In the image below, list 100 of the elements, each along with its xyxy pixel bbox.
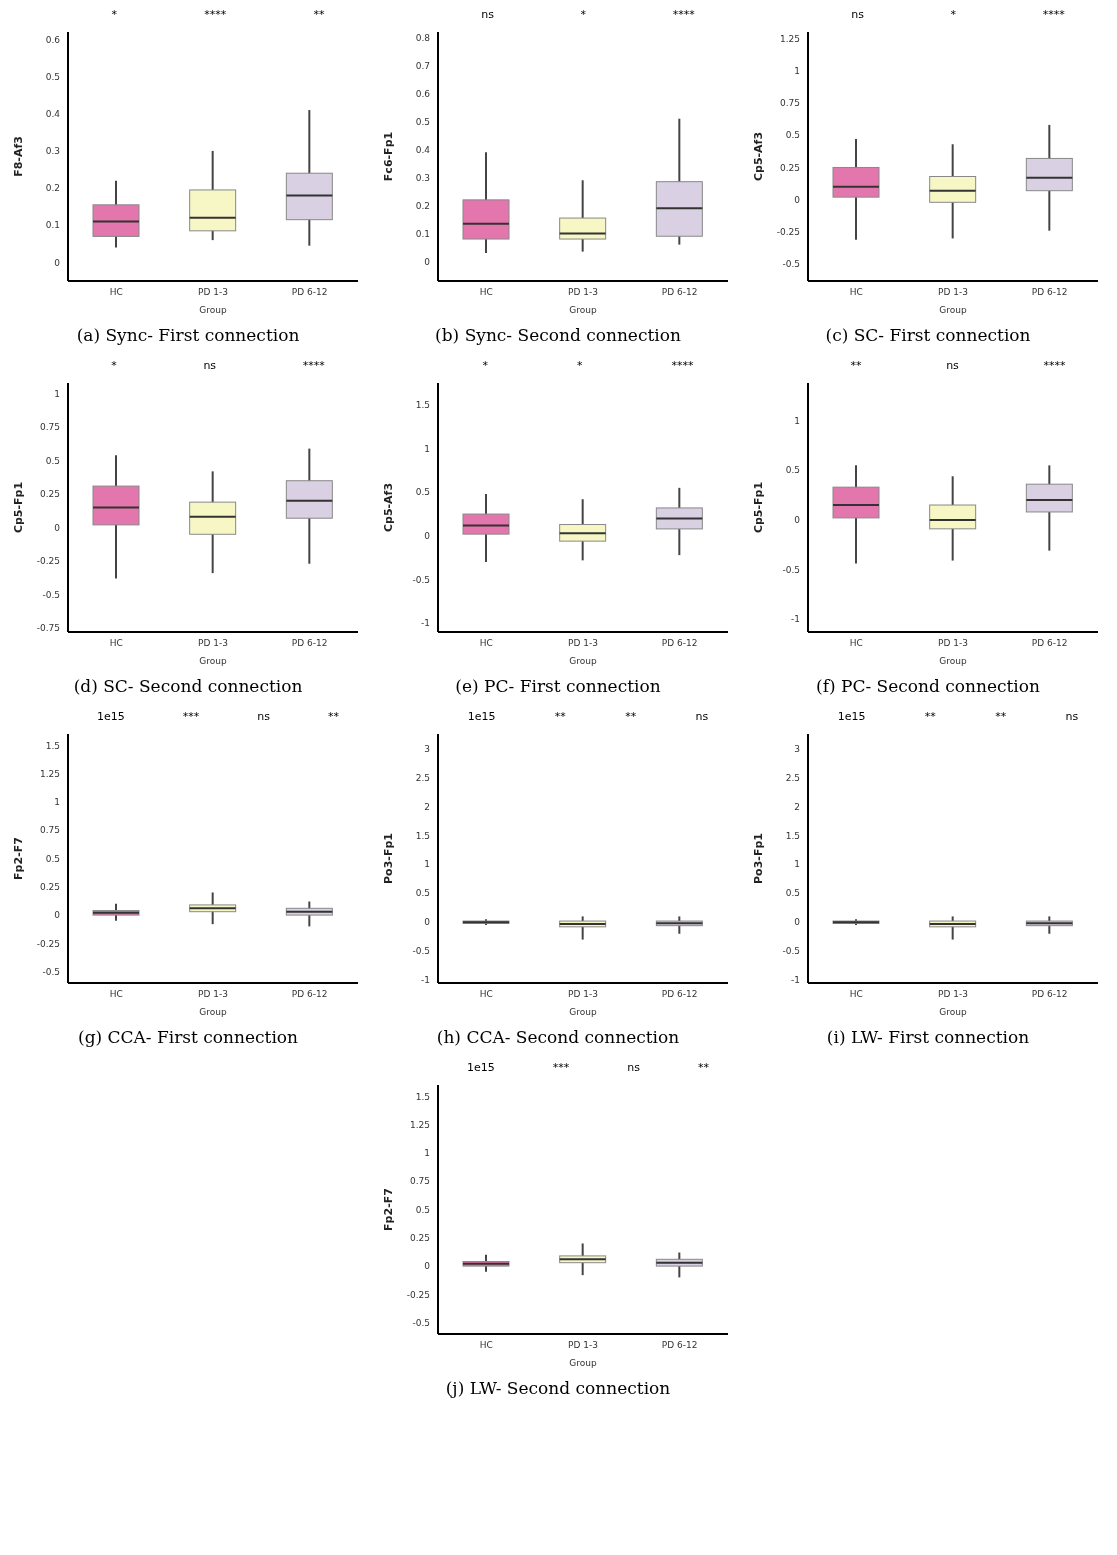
x-tick-label: PD 1-3 <box>938 287 968 298</box>
text: ** <box>697 1061 709 1076</box>
x-tick-label: HC <box>849 287 863 298</box>
text: (f) PC- Second connection <box>815 676 1041 696</box>
y-axis-title: Cp5-Af3 <box>751 131 765 182</box>
x-tick-label: PD 6-12 <box>1031 989 1068 1000</box>
text: (i) LW- First connection <box>825 1027 1031 1047</box>
text: (a) Sync- First connection <box>75 325 301 345</box>
y-tick-label: -0.25 <box>406 1289 430 1300</box>
text: **** <box>1042 8 1065 23</box>
x-tick-label: HC <box>849 989 863 1000</box>
y-tick-label: 0 <box>424 1261 431 1272</box>
text: 1e15 <box>97 710 125 725</box>
text: ** <box>924 710 936 725</box>
y-tick-label: 0.5 <box>785 465 800 476</box>
y-tick-label: 0.1 <box>45 220 60 231</box>
x-tick-label: PD 6-12 <box>661 1340 698 1351</box>
y-tick-label: 0.4 <box>415 144 431 155</box>
y-tick-label: -0.25 <box>776 227 800 238</box>
x-tick-label: PD 6-12 <box>661 287 698 298</box>
y-tick-label: 1.5 <box>415 830 430 841</box>
y-tick-label: 0 <box>794 194 801 205</box>
x-tick-label: PD 1-3 <box>568 1340 598 1351</box>
text: (g) CCA- First connection <box>77 1027 299 1047</box>
y-tick-label: -0.75 <box>36 623 60 634</box>
y-tick-label: -1 <box>791 975 800 986</box>
y-tick-label: 0 <box>54 522 61 533</box>
x-tick-label: PD 1-3 <box>568 287 598 298</box>
y-tick-label: 0.75 <box>409 1176 430 1187</box>
y-tick-label: 1.5 <box>415 400 430 411</box>
y-tick-label: -0.5 <box>782 946 800 957</box>
x-tick-label: PD 6-12 <box>291 287 328 298</box>
text: (c) SC- First connection <box>824 325 1032 345</box>
text: * <box>950 8 957 23</box>
y-tick-label: 0.5 <box>415 487 430 498</box>
text: * <box>482 359 488 374</box>
y-tick-label: -1 <box>421 618 430 629</box>
y-tick-label: 0 <box>424 531 431 542</box>
x-axis-title: Group <box>199 1007 227 1017</box>
x-tick-label: PD 1-3 <box>198 638 228 649</box>
text: **** <box>1043 359 1066 374</box>
x-tick-label: HC <box>109 638 123 649</box>
y-tick-label: 0.5 <box>45 455 60 466</box>
text: (e) PC- First connection <box>454 676 662 696</box>
y-tick-label: 3 <box>424 743 430 754</box>
y-tick-label: -0.5 <box>412 946 430 957</box>
x-axis-title: Group <box>939 656 967 666</box>
x-tick-label: PD 6-12 <box>1031 638 1068 649</box>
y-tick-label: 1 <box>794 859 800 870</box>
x-tick-label: HC <box>479 287 493 298</box>
y-tick-label: 2 <box>794 801 800 812</box>
y-axis-title: Fp2-F7 <box>11 837 25 880</box>
x-tick-label: HC <box>109 989 123 1000</box>
y-tick-label: 0.5 <box>45 853 60 864</box>
text: ns <box>946 359 959 374</box>
text: **** <box>302 359 325 374</box>
y-tick-label: 0.25 <box>409 1232 430 1243</box>
y-tick-label: 1.5 <box>785 830 800 841</box>
y-tick-label: 2.5 <box>785 772 800 783</box>
x-tick-label: PD 1-3 <box>198 287 228 298</box>
y-axis-title: Cp5-Af3 <box>381 482 395 533</box>
x-tick-label: PD 1-3 <box>198 989 228 1000</box>
x-axis-title: Group <box>569 1358 597 1368</box>
y-tick-label: 1.5 <box>45 740 60 751</box>
y-tick-label: 1 <box>794 415 800 426</box>
y-axis-title: Fc6-Fp1 <box>381 131 395 182</box>
y-tick-label: 0.3 <box>45 146 60 157</box>
text: ** <box>850 359 862 374</box>
x-tick-label: PD 1-3 <box>568 638 598 649</box>
y-axis-title: Po3-Fp1 <box>381 833 395 884</box>
text: * <box>577 359 583 374</box>
y-tick-label: 1.25 <box>779 33 800 44</box>
y-axis-title: Fp2-F7 <box>381 1188 395 1231</box>
x-tick-label: HC <box>109 287 123 298</box>
y-tick-label: 0.2 <box>45 183 60 194</box>
y-tick-label: 1 <box>424 1148 430 1159</box>
y-tick-label: 0.5 <box>415 116 430 127</box>
text: * <box>580 8 587 23</box>
y-tick-label: 1 <box>794 65 800 76</box>
y-tick-label: 1.5 <box>415 1091 430 1102</box>
x-tick-label: PD 1-3 <box>938 638 968 649</box>
x-tick-label: PD 6-12 <box>661 638 698 649</box>
x-tick-label: PD 1-3 <box>938 989 968 1000</box>
text: ** <box>554 710 566 725</box>
y-tick-label: 0 <box>54 910 61 921</box>
y-tick-label: -0.25 <box>36 556 60 567</box>
y-tick-label: 1 <box>424 859 430 870</box>
y-axis-title: Cp5-Fp1 <box>751 481 765 534</box>
text: (b) Sync- Second connection <box>434 325 682 345</box>
x-axis-title: Group <box>199 305 227 315</box>
y-tick-label: 0.5 <box>415 888 430 899</box>
x-tick-label: HC <box>479 989 493 1000</box>
text: ns <box>695 710 709 725</box>
x-tick-label: HC <box>479 638 493 649</box>
text: 1e15 <box>837 710 866 725</box>
y-tick-label: 0.6 <box>45 34 61 45</box>
y-tick-label: 0.25 <box>779 162 800 173</box>
text: *** <box>182 710 200 725</box>
y-tick-label: 3 <box>794 743 800 754</box>
x-axis-title: Group <box>569 1007 597 1017</box>
